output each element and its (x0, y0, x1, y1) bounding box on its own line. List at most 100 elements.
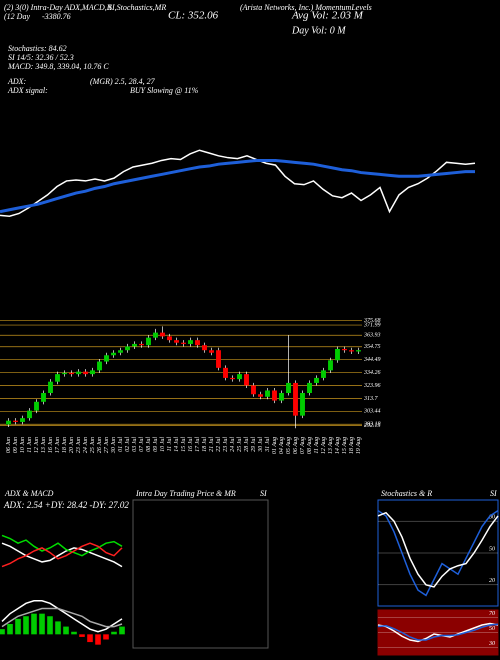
header-text: ADX signal: (7, 86, 48, 95)
candle-body (41, 393, 46, 402)
y-tick-label: 50 (489, 546, 495, 552)
x-tick-label: 30 Jun (111, 437, 117, 454)
histogram-bar (63, 626, 69, 635)
candle-body (356, 350, 361, 352)
header-text: (2) 3(0) Intra-Day ADX,MACD,R (4, 3, 112, 12)
header-text: (Arista Networks, Inc.) MomentumLevels (240, 3, 372, 12)
day-volume: Day Vol: 0 M (291, 25, 346, 36)
candle-body (20, 418, 25, 422)
candle-body (153, 332, 158, 338)
x-tick-label: 28 Jul (244, 437, 250, 452)
y-tick-label: 292.15 (364, 423, 381, 429)
candle-body (97, 361, 102, 371)
x-tick-label: 17 Jun (55, 437, 61, 453)
candle-body (258, 394, 263, 397)
header-text: ADX: (7, 77, 27, 86)
x-tick-label: 24 Jul (229, 437, 236, 452)
histogram-bar (7, 624, 13, 635)
x-tick-label: 14 Aug (334, 437, 341, 454)
series-line (0, 149, 476, 218)
x-tick-label: 30 Jul (258, 437, 264, 453)
candle-body (286, 382, 291, 393)
histogram-bar (95, 634, 101, 645)
series-line (1, 534, 123, 557)
x-tick-label: 11 Aug (314, 437, 320, 454)
candle-body (328, 360, 333, 371)
panel-subtitle: SI (490, 489, 497, 498)
y-tick-label: 70 (489, 611, 495, 617)
histogram-bar (39, 613, 45, 635)
x-tick-label: 06 Jun (6, 437, 12, 453)
histogram-bar (71, 631, 77, 635)
candle-body (90, 370, 95, 375)
series-line (377, 623, 499, 641)
histogram-bar (23, 616, 29, 635)
x-tick-label: 25 Jun (90, 437, 96, 453)
series-line (0, 158, 475, 214)
x-tick-label: 11 Jul (167, 437, 173, 452)
candle-body (118, 350, 123, 353)
histogram-bar (0, 629, 5, 635)
panel-subtitle: SI (260, 489, 267, 498)
candle-body (209, 350, 214, 353)
candle-body (125, 346, 130, 351)
candle-body (111, 352, 116, 356)
header-text: BUY Slowing @ 11% (130, 86, 199, 95)
candle-body (223, 367, 228, 378)
candle-body (279, 393, 284, 401)
x-tick-label: 20 Jun (69, 437, 75, 453)
candle-body (174, 340, 179, 343)
candle-body (237, 374, 242, 380)
avg-volume: Avg Vol: 2.03 M (291, 10, 364, 22)
x-tick-label: 03 Jul (132, 437, 138, 452)
candle-body (139, 343, 144, 346)
x-tick-label: 18 Aug (349, 437, 355, 454)
y-tick-label: 293.18 (364, 422, 381, 428)
panel-subtitle: ADX: 2.54 +DY: 28.42 -DY: 27.02 (3, 500, 129, 510)
x-tick-label: 16 Jun (48, 437, 54, 453)
y-tick-label: 323.96 (363, 383, 381, 389)
header-text: MACD: 349.8, 339.04, 10.76 C (7, 62, 109, 71)
x-tick-label: 25 Jul (237, 437, 243, 452)
series-line (377, 509, 499, 597)
x-tick-label: 10 Jul (160, 437, 166, 452)
candle-body (314, 377, 319, 383)
x-tick-label: 11 Jun (27, 437, 33, 453)
histogram-bar (119, 626, 125, 635)
series-line (1, 600, 123, 633)
candle-body (244, 374, 249, 386)
panel-title: Intra Day Trading Price & MR (135, 489, 236, 498)
x-tick-label: 05 Aug (286, 437, 292, 454)
header-text: SI 14/5: 32.36 / 52.3 (8, 53, 74, 62)
x-tick-label: 02 Jul (125, 437, 131, 452)
candle-body (216, 350, 221, 368)
header-text: (MGR) 2.5, 28.4, 27 (90, 77, 156, 86)
candle-body (342, 348, 347, 351)
candle-body (272, 390, 277, 401)
x-tick-label: 09 Jun (13, 437, 19, 453)
candle-body (293, 382, 298, 416)
histogram-bar (87, 634, 93, 643)
x-tick-label: 31 Jul (265, 437, 271, 453)
x-tick-label: 27 Jun (104, 437, 110, 453)
candle-body (48, 381, 53, 393)
x-tick-label: 21 Jul (209, 437, 215, 452)
candle-body (167, 336, 172, 341)
y-tick-label: 20 (489, 578, 495, 584)
x-tick-label: 19 Aug (356, 437, 362, 454)
y-tick-label: 313.7 (363, 396, 379, 402)
x-tick-label: 17 Jul (195, 437, 201, 452)
series-line (1, 607, 123, 628)
candle-body (195, 340, 200, 346)
histogram-bar (55, 621, 61, 635)
header-text: Stochastics: 84.62 (8, 44, 67, 53)
x-tick-label: 01 Aug (272, 437, 278, 454)
x-tick-label: 18 Jun (62, 437, 68, 453)
histogram-bar (79, 634, 85, 637)
candle-body (181, 342, 186, 344)
y-tick-label: 303.44 (363, 408, 381, 415)
histogram-bar (103, 634, 109, 640)
histogram-bar (31, 613, 37, 635)
